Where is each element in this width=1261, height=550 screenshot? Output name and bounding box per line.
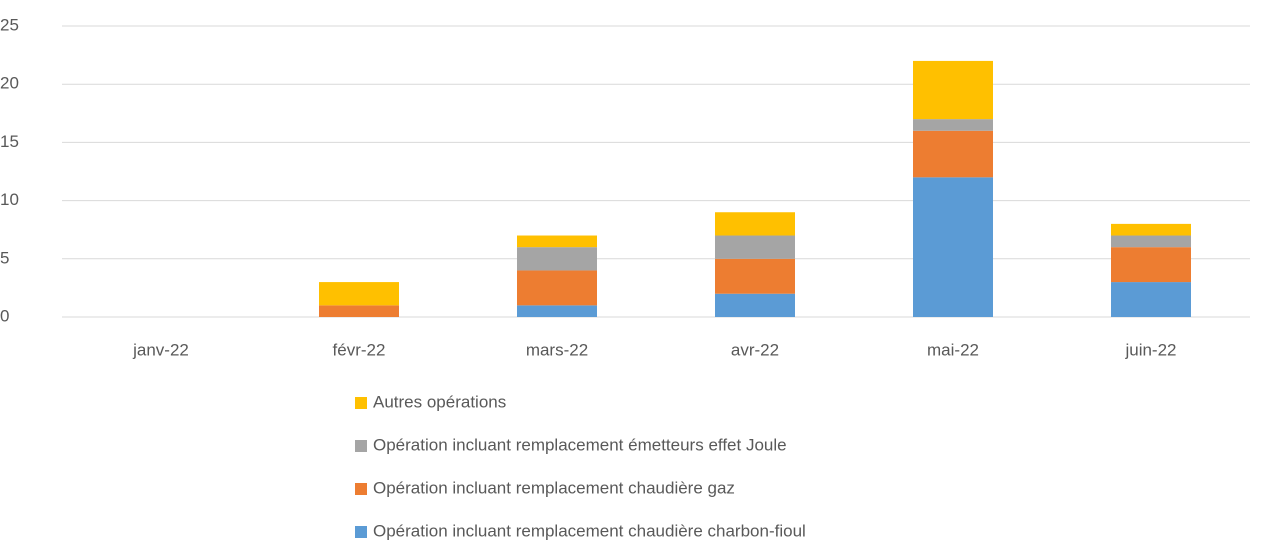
legend-swatch — [355, 397, 367, 409]
bar-segment — [715, 258, 795, 294]
y-tick-label: 10 — [0, 190, 19, 209]
bar-segment — [517, 270, 597, 306]
bar-segment — [1111, 282, 1191, 317]
bar-segment — [913, 177, 993, 317]
legend-swatch — [355, 483, 367, 495]
y-tick-label: 20 — [0, 74, 19, 93]
y-tick-label: 25 — [0, 15, 19, 34]
bar-segment — [715, 293, 795, 317]
legend-label: Opération incluant remplacement chaudièr… — [373, 478, 735, 497]
bar-segment — [1111, 223, 1191, 236]
bar-segment — [517, 235, 597, 248]
x-tick-label: juin-22 — [1124, 340, 1176, 359]
bar-segment — [319, 305, 399, 317]
x-tick-label: févr-22 — [333, 340, 386, 359]
bar-segment — [913, 119, 993, 131]
bar-segment — [1111, 235, 1191, 248]
legend-label: Opération incluant remplacement chaudièr… — [373, 521, 806, 540]
x-tick-label: avr-22 — [731, 340, 779, 359]
x-tick-label: janv-22 — [132, 340, 189, 359]
bar-segment — [517, 247, 597, 271]
bar-segment — [715, 212, 795, 236]
bar-segment — [517, 305, 597, 317]
y-tick-label: 15 — [0, 132, 19, 151]
bar-segment — [1111, 247, 1191, 283]
bar-segment — [319, 282, 399, 306]
legend-label: Autres opérations — [373, 392, 506, 411]
x-tick-label: mai-22 — [927, 340, 979, 359]
legend-swatch — [355, 526, 367, 538]
y-tick-label: 0 — [0, 306, 9, 325]
x-tick-label: mars-22 — [526, 340, 588, 359]
bar-segment — [913, 60, 993, 120]
legend-label: Opération incluant remplacement émetteur… — [373, 435, 787, 454]
legend-swatch — [355, 440, 367, 452]
bar-segment — [715, 235, 795, 259]
bar-segment — [913, 130, 993, 178]
y-tick-label: 5 — [0, 248, 9, 267]
